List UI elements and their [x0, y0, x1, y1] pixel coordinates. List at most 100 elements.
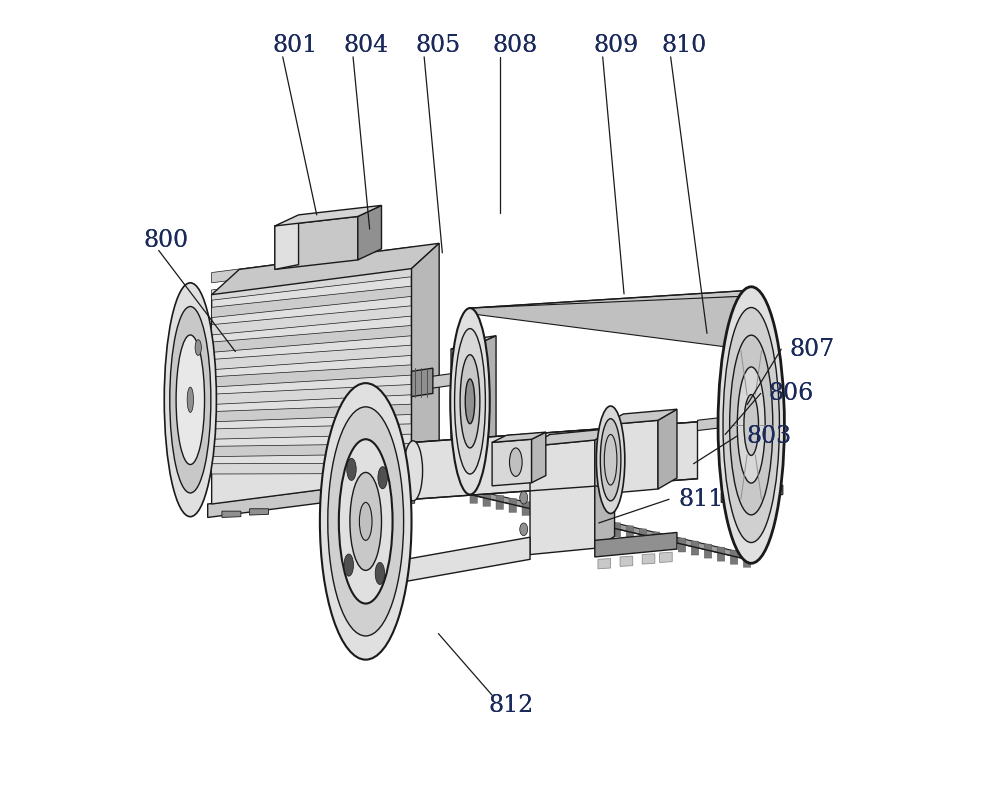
Polygon shape: [275, 205, 382, 226]
Ellipse shape: [744, 395, 759, 455]
Ellipse shape: [347, 458, 356, 480]
Polygon shape: [620, 556, 633, 566]
Polygon shape: [642, 554, 655, 564]
Polygon shape: [366, 537, 530, 589]
Ellipse shape: [455, 329, 485, 474]
Ellipse shape: [596, 406, 625, 514]
Ellipse shape: [460, 355, 480, 448]
Ellipse shape: [404, 441, 423, 501]
Polygon shape: [626, 525, 634, 540]
Polygon shape: [613, 522, 621, 536]
Polygon shape: [396, 498, 415, 504]
Polygon shape: [660, 552, 672, 562]
Polygon shape: [212, 424, 412, 439]
Polygon shape: [212, 243, 439, 295]
Text: 803: 803: [746, 424, 792, 448]
Ellipse shape: [450, 308, 490, 495]
Text: 806: 806: [769, 382, 814, 405]
Polygon shape: [212, 306, 412, 335]
Text: 803: 803: [746, 424, 792, 448]
Polygon shape: [222, 511, 241, 517]
Text: 812: 812: [488, 694, 534, 717]
Polygon shape: [212, 266, 412, 300]
Text: 805: 805: [415, 34, 461, 58]
Polygon shape: [729, 346, 751, 499]
Polygon shape: [639, 529, 647, 543]
Ellipse shape: [350, 472, 382, 570]
Ellipse shape: [465, 379, 475, 423]
Ellipse shape: [195, 340, 201, 356]
Polygon shape: [212, 246, 412, 283]
Text: 800: 800: [143, 229, 188, 253]
Polygon shape: [212, 404, 412, 422]
Text: 811: 811: [679, 487, 724, 511]
Polygon shape: [412, 368, 433, 397]
Ellipse shape: [170, 307, 211, 493]
Polygon shape: [413, 422, 698, 499]
Polygon shape: [730, 550, 738, 564]
Polygon shape: [358, 205, 382, 260]
Polygon shape: [698, 414, 751, 431]
Polygon shape: [587, 517, 595, 531]
Text: 810: 810: [661, 34, 706, 58]
Polygon shape: [595, 428, 615, 548]
Polygon shape: [412, 243, 439, 478]
Polygon shape: [743, 553, 751, 567]
Polygon shape: [470, 296, 743, 349]
Polygon shape: [472, 336, 496, 461]
Polygon shape: [548, 507, 556, 521]
Polygon shape: [368, 500, 387, 506]
Ellipse shape: [164, 283, 216, 517]
Polygon shape: [652, 532, 660, 546]
Ellipse shape: [604, 435, 617, 485]
Text: 809: 809: [593, 34, 638, 58]
Polygon shape: [530, 440, 595, 555]
Text: 810: 810: [661, 34, 706, 58]
Polygon shape: [208, 462, 429, 517]
Polygon shape: [729, 340, 776, 349]
Polygon shape: [212, 463, 412, 474]
Ellipse shape: [176, 335, 205, 465]
Polygon shape: [470, 291, 743, 314]
Ellipse shape: [187, 387, 193, 412]
Ellipse shape: [339, 439, 393, 604]
Polygon shape: [470, 489, 743, 559]
Polygon shape: [535, 504, 543, 518]
Ellipse shape: [320, 383, 412, 660]
Polygon shape: [691, 541, 699, 555]
Polygon shape: [212, 443, 412, 457]
Polygon shape: [522, 501, 529, 515]
Text: 801: 801: [272, 34, 318, 58]
Polygon shape: [604, 409, 677, 425]
Polygon shape: [483, 492, 490, 506]
Ellipse shape: [600, 419, 621, 501]
Text: 808: 808: [492, 34, 537, 58]
Ellipse shape: [375, 562, 385, 585]
Text: 807: 807: [789, 337, 834, 361]
Ellipse shape: [723, 307, 779, 543]
Polygon shape: [704, 544, 712, 558]
Ellipse shape: [359, 502, 372, 540]
Ellipse shape: [520, 523, 528, 536]
Polygon shape: [413, 422, 698, 449]
Text: 809: 809: [593, 34, 638, 58]
Polygon shape: [212, 365, 412, 387]
Polygon shape: [275, 221, 299, 269]
Text: 812: 812: [488, 694, 534, 717]
Polygon shape: [212, 385, 412, 404]
Text: 801: 801: [272, 34, 318, 58]
Polygon shape: [470, 489, 477, 503]
Polygon shape: [658, 409, 677, 489]
Polygon shape: [412, 373, 457, 391]
Text: 806: 806: [769, 382, 814, 405]
Text: 807: 807: [789, 337, 834, 361]
Ellipse shape: [718, 287, 784, 563]
Polygon shape: [212, 269, 412, 504]
Polygon shape: [212, 325, 412, 352]
Polygon shape: [678, 538, 686, 552]
Polygon shape: [492, 439, 532, 486]
Ellipse shape: [378, 467, 387, 489]
Polygon shape: [509, 498, 516, 513]
Polygon shape: [665, 535, 673, 549]
Polygon shape: [212, 345, 412, 370]
